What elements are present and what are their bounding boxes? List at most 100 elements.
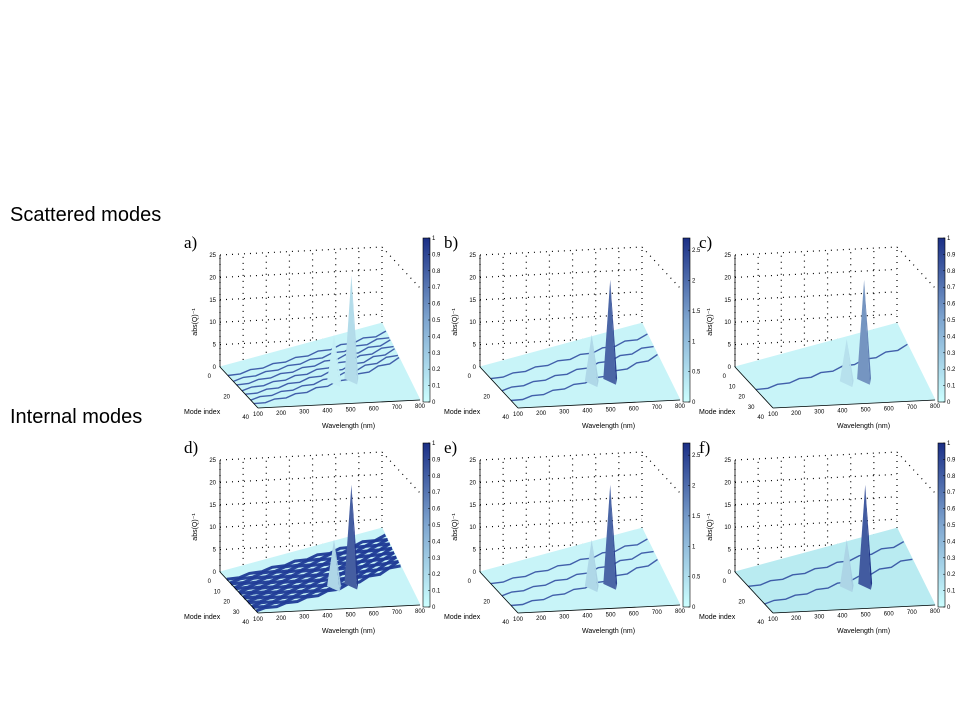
wavelength-tick-label: 500 — [346, 612, 357, 618]
mode-axis — [479, 571, 519, 614]
wavelength-tick-label: 500 — [861, 407, 872, 413]
wavelength-tick-label: 400 — [582, 409, 593, 415]
peak-face-right — [846, 539, 854, 593]
colorbar-tick-label: 0.3 — [432, 556, 440, 562]
wavelength-tick-label: 600 — [884, 406, 895, 412]
colorbar-tick-label: 0.7 — [432, 490, 440, 496]
mode-tick-label: 40 — [242, 415, 249, 421]
panel-label: d) — [184, 438, 198, 457]
mode-streak — [764, 558, 913, 605]
wavelength-tick-label: 100 — [768, 412, 779, 418]
mode-streak — [251, 560, 399, 608]
mode-tick-label: 0 — [723, 374, 727, 380]
z-tick-label: 20 — [209, 480, 216, 486]
colorbar-tick-label: 0.9 — [947, 252, 955, 258]
grid-line — [734, 246, 898, 256]
wavelength-tick-label: 600 — [369, 406, 380, 412]
colorbar-tick-label: 0.8 — [947, 474, 955, 480]
wavelength-tick-label: 800 — [415, 404, 426, 410]
z-tick-label: 25 — [469, 253, 476, 259]
grid-line — [479, 246, 643, 256]
grid-line — [219, 268, 383, 278]
colorbar-tick-label: 0.8 — [947, 269, 955, 275]
colorbar-tick-label: 0.9 — [432, 252, 440, 258]
grid-line — [734, 291, 898, 301]
mode-streak — [242, 551, 395, 599]
z-tick-label: 5 — [473, 343, 477, 349]
colorbar-tick-label: 2 — [692, 279, 696, 285]
mode-streak — [253, 356, 400, 405]
grid-line — [219, 496, 383, 506]
wavelength-axis-label: Wavelength (nm) — [582, 628, 635, 635]
z-tick-label: 20 — [469, 480, 476, 486]
mode-tick-label: 0 — [208, 579, 212, 585]
panel-f: f) 0 5 10 15 20 25 0 20 40 100 200 300 400 500 600 700 80… — [695, 435, 955, 640]
colorbar-tick-label: 0 — [692, 400, 696, 406]
grid-line — [734, 518, 898, 528]
wavelength-tick-label: 300 — [559, 410, 570, 416]
z-tick-label: 15 — [469, 298, 476, 304]
colorbar-tick-label: 0.4 — [432, 334, 440, 340]
colorbar-tick-label: 1 — [947, 441, 951, 447]
wavelength-tick-label: 400 — [322, 409, 333, 415]
wavelength-tick-label: 400 — [582, 614, 593, 620]
wavelength-tick-label: 700 — [907, 405, 918, 411]
wavelength-axis — [517, 399, 681, 409]
wavelength-axis — [772, 399, 936, 409]
peak-face-right — [846, 339, 854, 388]
wavelength-tick-label: 300 — [299, 410, 310, 416]
grid-line — [896, 246, 936, 289]
mode-axis-label: Mode index — [184, 409, 221, 416]
wavelength-tick-label: 800 — [675, 404, 686, 410]
z-tick-label: 10 — [724, 320, 731, 326]
peak-face-right — [351, 484, 359, 590]
z-tick-label: 25 — [724, 253, 731, 259]
wavelength-tick-label: 600 — [629, 611, 640, 617]
wavelength-tick-label: 700 — [652, 405, 663, 411]
z-tick-label: 25 — [209, 253, 216, 259]
wavelength-tick-label: 600 — [369, 611, 380, 617]
wavelength-axis — [257, 604, 421, 614]
peak-face-right — [334, 539, 341, 592]
wavelength-tick-label: 200 — [276, 411, 287, 417]
grid-line — [734, 496, 898, 506]
grid-line — [896, 451, 936, 494]
z-tick-label: 5 — [728, 343, 732, 349]
peak-face-left — [327, 539, 340, 592]
z-tick-label: 15 — [724, 298, 731, 304]
wavelength-tick-label: 300 — [559, 615, 570, 621]
colorbar-tick-label: 0.4 — [432, 539, 440, 545]
panel-d: d) 0 5 10 15 20 25 0 10 20 30 40 100 200 300 400 500 600 7… — [180, 435, 440, 640]
colorbar-tick-label: 0.5 — [432, 318, 440, 324]
grid-line — [734, 473, 898, 483]
z-tick-label: 15 — [469, 503, 476, 509]
mode-streak — [229, 538, 388, 585]
z-tick-label: 10 — [209, 320, 216, 326]
peak-face-left — [603, 484, 616, 590]
mode-streak — [490, 333, 648, 380]
wavelength-tick-label: 300 — [299, 615, 310, 621]
peak-face-left — [857, 279, 870, 385]
mode-axis-label: Mode index — [444, 409, 481, 416]
z-axis-label: abs(Q)⁻¹ — [707, 308, 714, 336]
wavelength-axis-label: Wavelength (nm) — [322, 628, 375, 635]
colorbar-tick-label: 0.7 — [947, 490, 955, 496]
wavelength-tick-label: 800 — [930, 404, 941, 410]
mode-axis-label: Mode index — [699, 614, 736, 621]
grid-line — [479, 473, 643, 483]
peak-face-left — [839, 339, 853, 388]
colorbar-tick-label: 0.3 — [947, 351, 955, 357]
z-tick-label: 5 — [213, 548, 217, 554]
mode-streak — [501, 550, 654, 597]
mode-axis — [219, 571, 259, 614]
colorbar-tick-label: 2 — [692, 484, 696, 490]
panel-c: c) 0 5 10 15 20 25 0 10 20 30 40 100 200 300 400 500 600 7… — [695, 230, 955, 435]
mode-axis — [219, 366, 259, 409]
z-tick-label: 0 — [728, 570, 732, 576]
panel-label: b) — [444, 233, 458, 252]
section-title-internal: Internal modes — [10, 406, 143, 428]
colorbar-tick-label: 0.4 — [947, 539, 955, 545]
grid-line — [479, 291, 643, 301]
z-tick-label: 10 — [469, 320, 476, 326]
